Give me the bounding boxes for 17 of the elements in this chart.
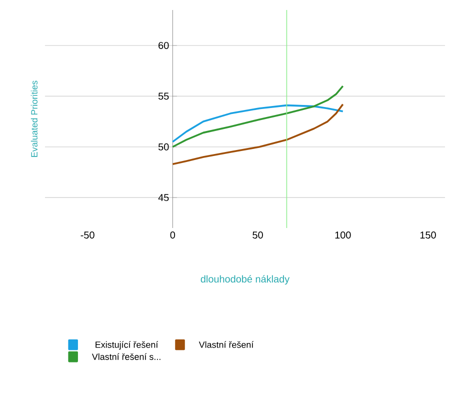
y-tick-label: 50 — [158, 143, 169, 150]
legend-label: Vlastní řešení s... — [92, 353, 160, 360]
x-tick-label: 100 — [335, 232, 351, 239]
line-series — [172, 85, 344, 148]
x-tick-label: 50 — [252, 232, 263, 239]
x-axis-title: dlouhodobé náklady — [200, 275, 290, 285]
legend-label: Existující řešení — [96, 341, 158, 350]
y-tick-label: 60 — [158, 42, 169, 50]
line-series — [172, 103, 344, 166]
x-tick-label: 150 — [420, 232, 436, 239]
line-series — [172, 104, 344, 143]
x-tick-label: 0 — [170, 232, 176, 239]
x-tick-label: -50 — [80, 232, 94, 239]
y-tick-label: 45 — [158, 194, 169, 202]
y-tick-label: 55 — [158, 92, 169, 100]
y-axis-title: Evaluated Priorities — [30, 80, 38, 157]
legend-label: Vlastní řešení — [198, 341, 254, 348]
